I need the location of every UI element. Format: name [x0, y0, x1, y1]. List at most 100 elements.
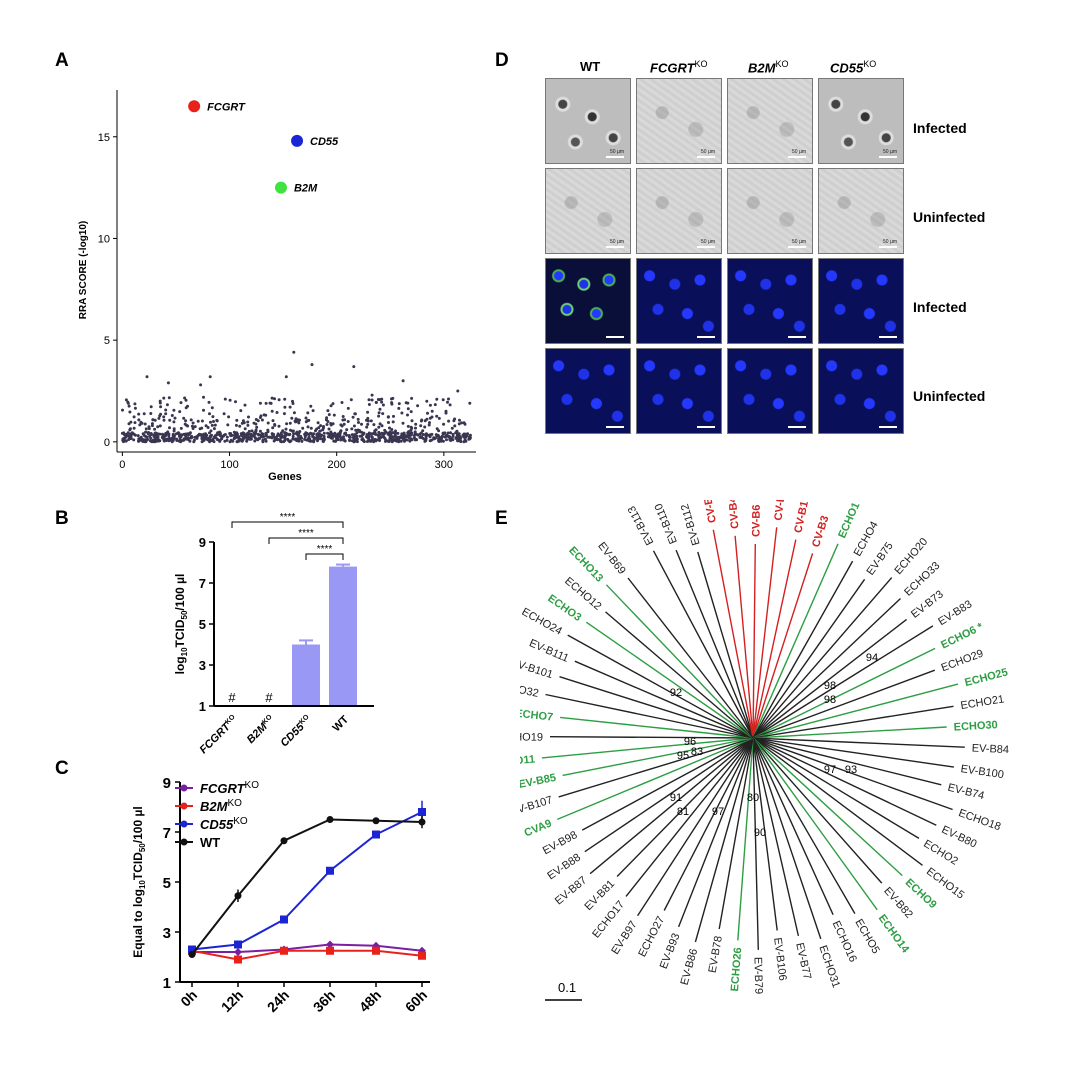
branch — [677, 737, 754, 928]
gene-point — [144, 427, 148, 431]
bootstrap-label: 95 — [677, 750, 689, 762]
gene-point — [400, 411, 404, 415]
gene-point — [414, 426, 417, 430]
gene-point — [420, 418, 424, 422]
gene-point — [365, 433, 369, 437]
gene-point — [377, 430, 381, 434]
gene-point — [383, 431, 387, 435]
gene-point — [453, 424, 457, 428]
not-detected-mark: # — [228, 690, 236, 705]
gene-point — [396, 431, 400, 435]
gene-point — [277, 424, 281, 428]
branch — [752, 577, 893, 739]
gene-point — [341, 437, 345, 441]
gene-point — [239, 432, 243, 436]
gene-point — [273, 438, 277, 442]
gene-point — [246, 420, 250, 424]
gene-point — [401, 421, 405, 425]
gene-point — [332, 439, 336, 443]
gene-point — [439, 439, 443, 443]
gene-point — [143, 422, 147, 426]
gene-point — [124, 434, 128, 438]
gene-point — [373, 438, 377, 441]
gene-point — [326, 409, 330, 413]
micrograph-b2m-infected-fluorescence — [727, 258, 813, 344]
gene-point — [193, 425, 197, 429]
gene-point — [326, 431, 330, 435]
bootstrap-values: 94 98 98 92 93 96 95 83 97 80 91 81 97 90 — [670, 652, 878, 839]
not-detected-mark: # — [265, 690, 273, 705]
gene-point — [247, 429, 251, 433]
legend: FCGRTKO B2MKO CD55KO WT — [175, 780, 259, 850]
y-tick-label: 7 — [163, 825, 171, 842]
gene-point — [161, 432, 164, 436]
tip-label: ECHO24 — [520, 606, 564, 638]
gene-point — [182, 437, 186, 441]
gene-point — [235, 435, 239, 439]
gene-point — [423, 419, 427, 423]
gene-point — [142, 433, 146, 437]
x-tick-label: 100 — [220, 459, 238, 471]
gene-point — [184, 419, 188, 423]
gene-point — [319, 437, 323, 441]
gene-point — [241, 437, 245, 441]
tip-label: EV-B112 — [679, 502, 703, 546]
gene-point — [177, 439, 181, 443]
gene-point — [167, 434, 171, 438]
gene-point — [137, 412, 141, 416]
gene-point — [462, 440, 466, 444]
bootstrap-label: 96 — [684, 736, 696, 748]
gene-point — [127, 434, 131, 438]
significance-label: **** — [280, 512, 296, 523]
gene-point — [238, 424, 242, 428]
gene-point — [170, 414, 174, 417]
gene-point — [283, 405, 287, 409]
gene-point — [261, 438, 265, 442]
x-tick-label: 0 — [119, 459, 125, 471]
gene-point — [380, 431, 384, 435]
gene-point — [408, 436, 411, 440]
tip-label: CV-B4 — [727, 500, 742, 529]
x-tick-label: 200 — [328, 459, 346, 471]
gene-point — [361, 433, 365, 437]
gene-point — [342, 422, 346, 426]
gene-point — [426, 411, 429, 415]
micrograph-cd55-infected-brightfield: 50 µm — [818, 78, 904, 164]
tree-branches — [541, 527, 965, 950]
branch — [752, 625, 934, 739]
tip-label: CV-B6 — [750, 505, 762, 538]
gene-point — [279, 431, 283, 435]
gene-point — [156, 432, 160, 436]
gene-point — [243, 403, 247, 407]
gene-point — [297, 437, 300, 441]
gene-point — [162, 415, 166, 419]
tip-label: CV-B1 — [792, 500, 811, 534]
gene-point — [390, 440, 394, 444]
gene-point — [383, 439, 387, 443]
gene-point — [437, 416, 441, 420]
branch — [718, 737, 754, 930]
gene-point — [306, 411, 310, 415]
gene-point — [348, 439, 352, 442]
gene-point — [355, 437, 359, 441]
branch — [581, 737, 754, 831]
bootstrap-label: 93 — [845, 764, 857, 776]
gene-point — [252, 421, 256, 425]
tip-label: EV-B111 — [527, 637, 570, 665]
micrograph-b2m-uninfected-brightfield: 50 µm — [727, 168, 813, 254]
gene-point — [413, 431, 417, 435]
gene-point — [264, 401, 268, 405]
gene-point — [292, 350, 296, 354]
gene-point — [297, 421, 301, 425]
gene-point — [326, 420, 330, 423]
gene-point — [246, 423, 250, 427]
gene-point — [391, 420, 395, 424]
y-tick-label: 5 — [199, 617, 206, 632]
panel-label-b: B — [55, 508, 69, 529]
gene-point — [233, 433, 237, 437]
gene-point — [408, 439, 412, 443]
gene-point — [360, 422, 363, 426]
gene-point — [406, 413, 409, 417]
gene-point — [351, 415, 355, 419]
